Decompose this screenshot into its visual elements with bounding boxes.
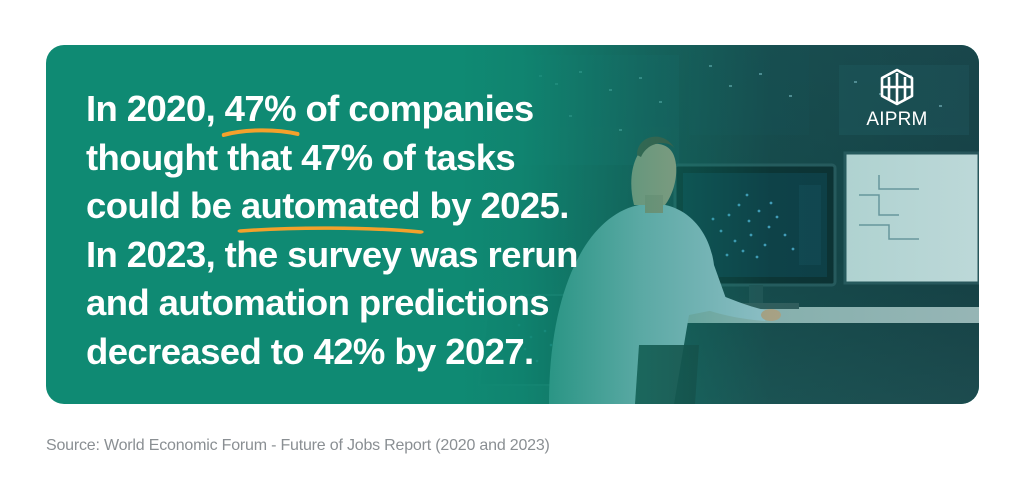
underline-icon — [221, 127, 300, 137]
highlight-automated: automated — [237, 182, 424, 234]
headline-line-5: and automation predictions — [86, 282, 550, 323]
highlight-47-percent: 47% — [221, 85, 300, 137]
headline-text: could be — [86, 185, 241, 226]
headline-text: In 2020, — [86, 88, 225, 129]
underline-icon — [237, 225, 424, 234]
headline-line-6: decreased to 42% by 2027. — [86, 330, 534, 372]
headline-line-1: In 2020, 47% of companies — [86, 85, 626, 137]
headline: In 2020, 47% of companies thought that 4… — [86, 85, 626, 376]
headline-text: by 2025. — [419, 185, 570, 226]
photo-fade-overlay — [459, 45, 979, 404]
headline-line-2: thought that 47% of tasks — [86, 136, 516, 178]
headline-line-3: could be automated by 2025. — [86, 182, 626, 234]
aiprm-logo: AIPRM — [857, 67, 937, 131]
source-caption: Source: World Economic Forum - Future of… — [46, 437, 550, 454]
logo-text: AIPRM — [866, 109, 928, 130]
headline-text: of companies — [295, 88, 534, 129]
highlight-text: automated — [240, 185, 421, 226]
infographic-card: In 2020, 47% of companies thought that 4… — [46, 45, 979, 404]
headline-line-4: In 2023, the survey was rerun — [86, 233, 578, 275]
highlight-text: 47% — [224, 88, 297, 129]
aiprm-logo-icon — [880, 68, 914, 106]
